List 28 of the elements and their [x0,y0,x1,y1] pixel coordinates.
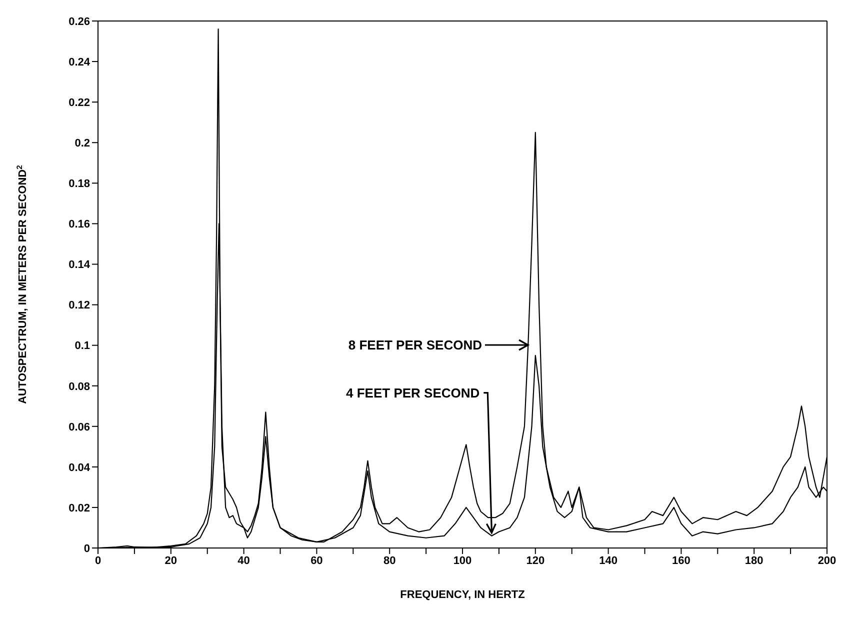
x-tick-label: 200 [818,554,836,567]
y-tick-label: 0.06 [68,421,90,434]
y-tick-label: 0.1 [74,340,90,352]
x-tick-label: 120 [526,554,545,567]
y-tick-label: 0.24 [68,56,91,68]
y-tick-label: 0.22 [68,96,90,109]
y-tick-label: 0.08 [68,380,90,393]
y-tick-label: 0.26 [68,16,90,28]
y-tick-label: 0.12 [68,300,90,312]
x-tick-label: 140 [599,554,618,567]
x-tick-label: 60 [310,554,323,567]
annotation: 4 FEET PER SECOND [346,385,480,400]
x-tick-label: 20 [164,554,178,567]
x-axis-title: FREQUENCY, IN HERTZ [400,589,526,601]
x-tick-label: 180 [744,554,764,567]
y-tick-label: 0.2 [74,138,90,150]
y-tick-label: 0.18 [68,178,90,190]
y-tick-label: 0 [84,542,90,555]
y-tick-label: 0.16 [68,218,90,231]
y-tick-label: 0.14 [68,259,91,272]
x-tick-label: 100 [453,554,472,567]
x-tick-label: 40 [238,554,250,567]
y-tick-label: 0.04 [68,462,91,474]
y-tick-label: 0.02 [68,502,90,514]
annotation: 8 FEET PER SECOND [348,338,482,353]
x-tick-label: 0 [94,554,102,567]
x-tick-label: 80 [383,554,396,567]
x-tick-label: 160 [672,554,690,567]
